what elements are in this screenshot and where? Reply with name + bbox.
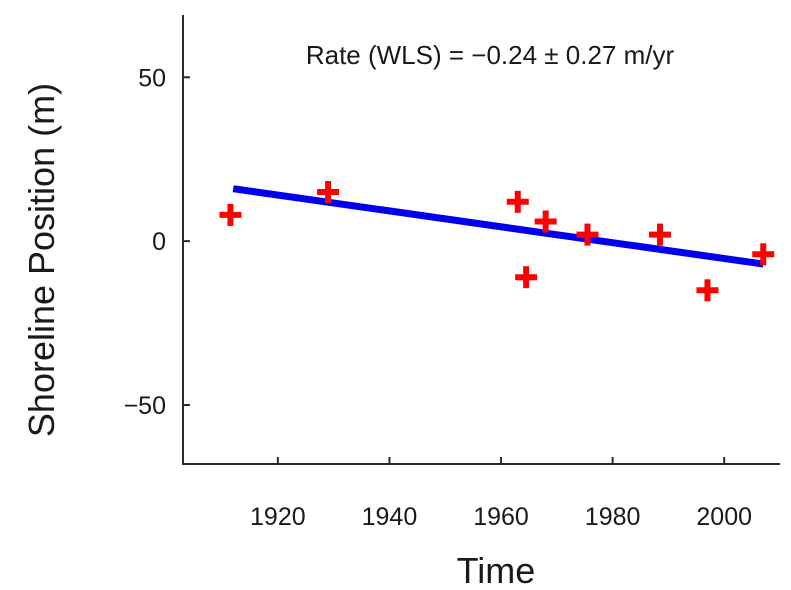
x-axis-title: Time <box>457 550 536 590</box>
trend-line <box>232 185 764 268</box>
x-tick-label: 2000 <box>696 503 752 531</box>
x-tick-label: 1980 <box>585 503 641 531</box>
data-point <box>696 279 719 302</box>
data-point <box>506 190 529 213</box>
y-tick-label: −50 <box>124 392 166 420</box>
data-point <box>515 266 538 289</box>
plot-area <box>183 15 780 463</box>
y-tick-label: 50 <box>138 64 166 92</box>
x-tick-label: 1960 <box>473 503 529 531</box>
data-point <box>649 223 672 246</box>
x-tick-label: 1920 <box>250 503 306 531</box>
y-tick-label: 0 <box>152 228 166 256</box>
data-point <box>219 203 242 226</box>
chart-annotation: Rate (WLS) = −0.24 ± 0.27 m/yr <box>306 40 675 70</box>
x-tick-label: 1940 <box>362 503 418 531</box>
data-point <box>534 210 557 233</box>
data-point <box>576 223 599 246</box>
data-point <box>752 243 775 266</box>
data-point <box>317 180 340 203</box>
y-axis-title: Shoreline Position (m) <box>21 83 62 437</box>
